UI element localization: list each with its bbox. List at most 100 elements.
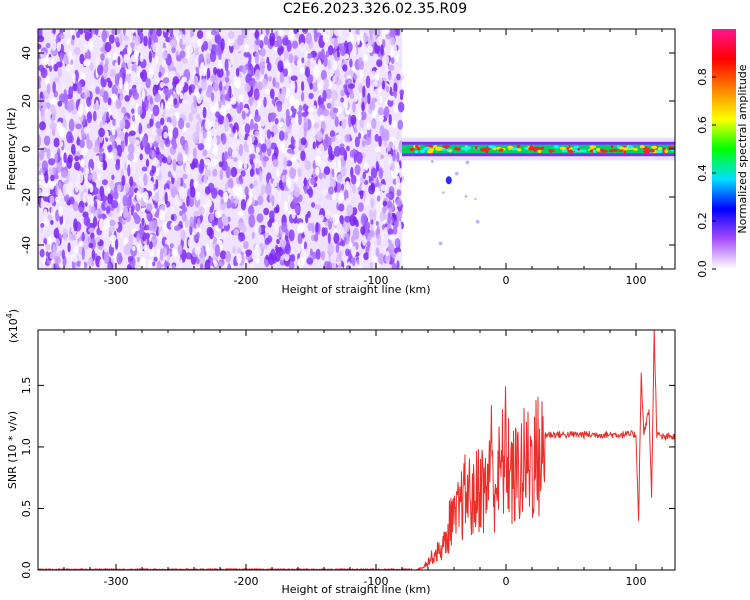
noise-speckle — [130, 70, 137, 83]
noise-speckle — [43, 135, 51, 146]
noise-speckle — [115, 46, 122, 53]
heatmap-y-tick-label: 0 — [20, 146, 33, 153]
noise-speckle — [400, 93, 404, 101]
noise-speckle — [83, 126, 91, 134]
noise-speckle — [195, 121, 200, 135]
noise-speckle — [271, 195, 275, 207]
noise-speckle — [161, 226, 167, 236]
noise-speckle — [278, 121, 285, 128]
noise-speckle — [278, 29, 284, 37]
noise-speckle — [161, 59, 166, 68]
noise-speckle — [160, 186, 165, 198]
noise-speckle — [66, 157, 73, 169]
band-core-speckle — [426, 150, 434, 154]
noise-speckle — [163, 261, 171, 268]
band-core-speckle — [424, 146, 431, 150]
noise-speckle — [179, 92, 184, 100]
noise-speckle — [188, 153, 193, 165]
noise-speckle — [309, 82, 313, 90]
noise-speckle — [264, 237, 271, 246]
noise-speckle — [235, 76, 241, 89]
noise-speckle — [56, 161, 63, 173]
noise-speckle — [297, 222, 305, 234]
noise-speckle — [346, 264, 351, 269]
noise-speckle — [396, 29, 401, 37]
noise-speckle — [295, 140, 300, 149]
noise-speckle — [387, 228, 394, 236]
noise-speckle — [128, 133, 136, 146]
noise-speckle — [38, 161, 41, 168]
noise-speckle — [226, 70, 230, 77]
noise-speckle — [242, 65, 247, 75]
noise-speckle — [40, 80, 44, 87]
noise-speckle — [281, 88, 286, 98]
noise-speckle — [145, 77, 151, 89]
noise-speckle — [66, 37, 70, 46]
noise-speckle — [197, 37, 203, 48]
noise-speckle — [288, 261, 295, 269]
noise-speckle — [41, 160, 49, 172]
noise-speckle — [300, 137, 307, 146]
noise-speckle — [225, 82, 229, 92]
noise-speckle — [192, 170, 197, 178]
noise-speckle — [316, 130, 324, 142]
noise-speckle — [130, 205, 134, 216]
noise-speckle — [240, 170, 246, 177]
noise-speckle — [73, 218, 78, 232]
noise-speckle — [301, 145, 306, 151]
noise-speckle — [111, 200, 119, 209]
noise-speckle — [54, 152, 59, 164]
noise-speckle — [199, 263, 204, 269]
noise-speckle — [387, 212, 391, 225]
noise-speckle — [94, 160, 99, 167]
noise-speckle — [281, 174, 286, 183]
noise-speckle — [327, 242, 335, 255]
noise-speckle — [383, 214, 389, 220]
noise-speckle — [364, 161, 369, 171]
noise-speckle — [228, 85, 232, 98]
noise-speckle — [301, 57, 305, 64]
noise-speckle — [255, 146, 260, 154]
band-core-speckle — [541, 146, 544, 150]
noise-speckle — [341, 240, 346, 247]
noise-speckle — [275, 204, 280, 213]
noise-speckle — [303, 177, 307, 187]
noise-speckle — [377, 200, 381, 212]
noise-speckle — [311, 222, 315, 234]
noise-speckle — [369, 209, 374, 221]
noise-speckle — [351, 246, 356, 258]
noise-speckle — [160, 102, 164, 115]
band-core-speckle — [664, 149, 668, 153]
noise-speckle — [286, 148, 294, 154]
noise-speckle — [308, 92, 314, 100]
noise-speckle — [277, 92, 282, 99]
noise-speckle — [281, 147, 287, 154]
noise-speckle — [259, 170, 263, 182]
noise-speckle — [182, 173, 188, 180]
noise-speckle — [86, 133, 90, 145]
noise-speckle — [280, 141, 286, 148]
noise-speckle — [141, 102, 146, 110]
noise-speckle — [360, 213, 368, 224]
noise-speckle — [381, 128, 389, 141]
colorbar-tick-label: 0.0 — [696, 260, 709, 278]
noise-speckle — [389, 29, 397, 39]
noise-speckle — [365, 221, 371, 230]
noise-speckle — [69, 67, 74, 78]
noise-speckle — [109, 68, 117, 78]
band-core-speckle — [431, 148, 435, 152]
noise-speckle — [340, 89, 345, 97]
noise-speckle — [116, 144, 122, 158]
noise-speckle — [395, 53, 400, 62]
noise-speckle — [99, 258, 104, 269]
noise-speckle — [190, 35, 198, 44]
noise-speckle — [66, 181, 74, 194]
noise-speckle — [370, 182, 375, 193]
noise-speckle — [291, 208, 296, 219]
noise-speckle — [378, 167, 383, 180]
noise-speckle — [50, 187, 57, 198]
band-core-speckle — [442, 144, 450, 148]
noise-speckle — [132, 245, 136, 252]
noise-speckle — [225, 76, 229, 83]
band-core-speckle — [662, 147, 666, 151]
